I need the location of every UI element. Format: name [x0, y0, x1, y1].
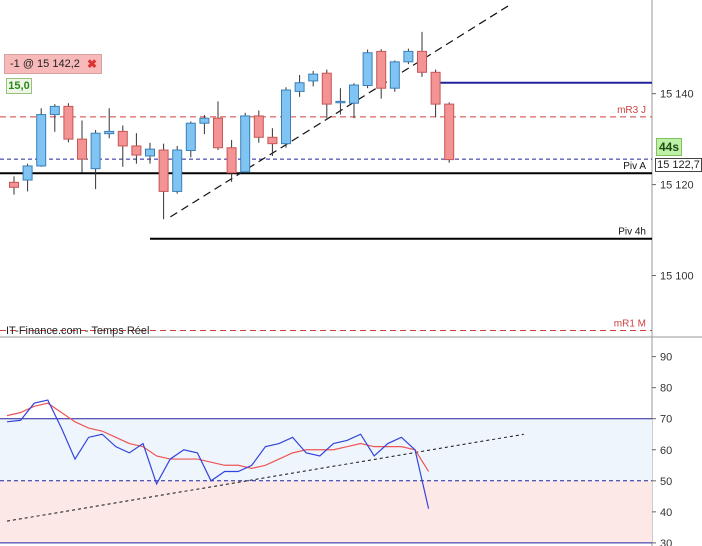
- candle: [430, 69, 441, 118]
- current-price-badge: 15 122,7: [655, 158, 702, 172]
- candle: [417, 31, 427, 77]
- candle: [253, 110, 264, 143]
- candle: [403, 48, 414, 65]
- candle-body: [199, 117, 210, 124]
- candle-body: [117, 130, 128, 147]
- price-pane: mR3 J Piv A Piv 4h mR1 M: [0, 4, 652, 332]
- oscillator-main-line: [6, 399, 430, 509]
- candle-body: [349, 84, 359, 104]
- candle-body: [49, 105, 60, 116]
- oscillator-signal-line: [6, 402, 430, 472]
- level-label: Piv A: [623, 161, 646, 172]
- candle: [321, 69, 332, 119]
- candle: [104, 108, 115, 139]
- candle: [90, 130, 101, 190]
- candle: [444, 102, 455, 163]
- candle-body: [281, 89, 291, 145]
- oscillator-tick-label: 70: [660, 414, 672, 426]
- candle-timer-badge: 44s: [656, 138, 682, 156]
- candle: [226, 140, 237, 182]
- candle-body: [403, 50, 414, 63]
- candle-body: [77, 138, 87, 160]
- price-tick-label: 15 100: [660, 271, 694, 283]
- candle: [294, 75, 305, 97]
- candle: [335, 88, 346, 115]
- candle-body: [104, 130, 115, 135]
- candle: [22, 163, 33, 192]
- open-order-tag[interactable]: -1 @ 15 142,2 ✖: [4, 54, 102, 74]
- candle: [362, 49, 373, 89]
- candle: [158, 143, 169, 220]
- candle: [213, 101, 223, 151]
- candle: [9, 176, 19, 195]
- candle: [240, 112, 251, 173]
- level-label: mR3 J: [617, 105, 646, 116]
- data-source-label: IT-Finance.com - Temps Réel: [6, 325, 150, 337]
- candle-body: [362, 52, 373, 86]
- candle: [389, 60, 400, 92]
- oscillator-tick-label: 90: [660, 352, 672, 364]
- candle-body: [9, 181, 19, 188]
- candle-body: [185, 122, 196, 151]
- candle-body: [321, 72, 332, 105]
- close-order-icon[interactable]: ✖: [86, 57, 97, 71]
- candle-body: [335, 100, 346, 104]
- candle: [308, 70, 319, 87]
- candle-body: [376, 50, 387, 89]
- oscillator-pane: [0, 399, 652, 544]
- price-tick-label: 15 120: [660, 180, 694, 192]
- candle-body: [417, 50, 427, 73]
- candle-body: [444, 103, 455, 161]
- oscillator-zone-lower: [0, 480, 652, 543]
- oscillator-tick-label: 60: [660, 445, 672, 457]
- candle: [117, 125, 128, 167]
- level-label: mR1 M: [614, 319, 646, 330]
- candle-body: [36, 114, 47, 167]
- candle-body: [22, 165, 33, 181]
- oscillator-tick-label: 80: [660, 383, 672, 395]
- price-axis: 15 100 15 120 15 140: [652, 89, 694, 283]
- candle: [77, 120, 87, 173]
- candle-body: [172, 149, 183, 192]
- oscillator-tick-label: 50: [660, 476, 672, 488]
- oscillator-tick-label: 40: [660, 507, 672, 519]
- candle-body: [145, 148, 155, 157]
- candle-body: [308, 73, 319, 82]
- candle-body: [226, 147, 237, 174]
- candle-body: [430, 71, 441, 105]
- oscillator-axis: 30 40 50 60 70 80 90: [652, 352, 672, 546]
- candle-body: [131, 145, 142, 156]
- candle: [63, 103, 74, 143]
- candle-body: [90, 132, 101, 170]
- candle: [267, 128, 278, 156]
- candle-body: [63, 105, 74, 140]
- candle-body: [240, 115, 251, 173]
- candle-body: [158, 149, 169, 192]
- candle: [376, 49, 387, 99]
- oscillator-tick-label: 30: [660, 538, 672, 546]
- candle: [36, 108, 47, 167]
- candle-body: [213, 117, 223, 149]
- candle: [185, 121, 196, 158]
- candle: [131, 133, 142, 164]
- candle: [281, 87, 291, 148]
- quantity-badge: 15,0: [6, 78, 32, 94]
- candle: [349, 83, 359, 119]
- candle: [49, 104, 60, 132]
- order-label: -1 @ 15 142,2: [10, 58, 80, 70]
- candle: [145, 142, 155, 164]
- level-label: Piv 4h: [618, 227, 646, 238]
- candle: [199, 115, 210, 135]
- candle-body: [294, 82, 305, 92]
- candle-body: [253, 115, 264, 138]
- candle-body: [267, 136, 278, 145]
- price-tick-label: 15 140: [660, 89, 694, 101]
- candle: [172, 145, 183, 194]
- candle-body: [389, 61, 400, 89]
